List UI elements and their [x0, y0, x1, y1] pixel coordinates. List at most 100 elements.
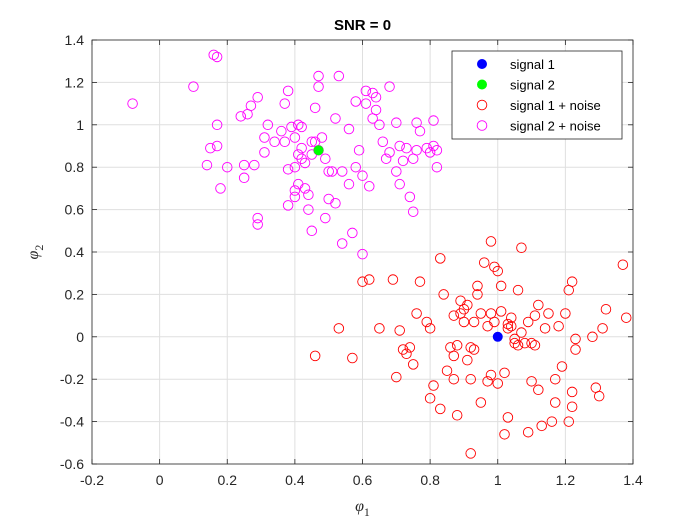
point-signal-2-noise — [238, 159, 250, 171]
series-signal-1-noise — [309, 236, 632, 459]
point-signal-1-noise — [421, 316, 432, 328]
y-tick-label: 0.2 — [65, 286, 85, 302]
point-signal-2-noise — [326, 166, 338, 177]
point-signal-2-noise — [411, 144, 422, 156]
data-markers — [127, 49, 632, 459]
point-signal-1-noise — [401, 348, 412, 360]
x-axis-label-base: φ — [355, 498, 364, 515]
x-tick-label: 0.4 — [285, 472, 305, 488]
point-signal-1-noise — [438, 289, 449, 300]
y-tick-label: 0 — [76, 329, 84, 345]
point-signal-1-noise — [357, 276, 368, 287]
point-signal-1-noise — [435, 253, 446, 264]
point-signal-1-noise — [448, 350, 460, 362]
point-signal-2-noise — [221, 161, 233, 173]
point-signal-1-noise — [546, 416, 558, 427]
point-signal-2-noise — [289, 161, 301, 173]
point-signal-2-noise — [252, 219, 263, 230]
point-signal-1-noise — [519, 337, 531, 349]
axis-ticks: -0.2 0 0.2 0.4 0.6 0.8 1 1.2 1.4 -0.6 -0.4 -0.2 0 0.2… — [60, 32, 643, 488]
point-signal-1-noise — [468, 316, 480, 328]
point-signal-2-noise — [350, 96, 361, 107]
point-signal-1-noise — [516, 327, 527, 338]
point-signal-2-noise — [289, 132, 301, 143]
point-signal-2-noise — [320, 212, 331, 224]
point-signal-1-noise — [465, 342, 476, 353]
point-signal-1-noise — [509, 333, 520, 345]
point-signal-1-noise — [506, 320, 517, 332]
point-signal-2-noise — [401, 142, 412, 154]
point-signal-2-noise — [303, 189, 314, 201]
point-signal-1-noise — [391, 371, 402, 383]
x-tick-label: 1.4 — [623, 472, 643, 488]
legend-marker — [477, 79, 487, 90]
x-tick-label: -0.2 — [80, 472, 104, 488]
point-signal-1-noise — [620, 312, 632, 323]
point-signal-1-noise — [516, 242, 527, 254]
point-signal-1-noise — [566, 401, 578, 413]
x-tick-label: 1 — [494, 472, 502, 488]
point-signal-1-noise — [549, 397, 561, 408]
y-tick-label: -0.4 — [60, 414, 84, 430]
point-signal-1-noise — [526, 337, 537, 349]
point-signal-2-noise — [296, 142, 307, 154]
point-signal-2-noise — [360, 98, 372, 109]
point-signal-1-noise — [448, 310, 460, 321]
point-signal-2-noise — [279, 136, 290, 148]
point-signal-1-noise — [502, 318, 514, 330]
point-signal-2-noise — [391, 117, 402, 128]
point-signal-2-noise — [380, 153, 392, 164]
point-signal-2-noise — [384, 81, 395, 92]
point-signal-1-noise — [529, 340, 541, 351]
point-signal-1-noise — [458, 316, 470, 328]
point-signal-1-noise — [512, 340, 524, 351]
point-signal-1-noise — [472, 280, 483, 292]
x-tick-label: 0.2 — [218, 472, 238, 488]
point-signal-2-noise — [289, 185, 301, 196]
point-signal-2-noise — [303, 204, 314, 215]
point-signal-1 — [492, 331, 503, 342]
point-signal-1-noise — [566, 386, 578, 398]
point-signal-1-noise — [333, 323, 345, 334]
point-signal-2-noise — [397, 155, 409, 167]
point-signal-1-noise — [526, 376, 537, 387]
y-tick-label: 0.8 — [65, 159, 85, 175]
point-signal-2-noise — [282, 85, 294, 97]
point-signal-1-noise — [587, 331, 598, 343]
point-signal-1-noise — [435, 403, 446, 415]
point-signal-2-noise — [249, 159, 260, 171]
point-signal-1-noise — [482, 376, 493, 387]
point-signal-1-noise — [347, 352, 358, 364]
point-signal-1-noise — [492, 265, 504, 277]
point-signal-1-noise — [462, 354, 473, 366]
point-signal-1-noise — [478, 257, 490, 268]
point-signal-1-noise — [374, 323, 385, 334]
x-tick-label: 0.6 — [353, 472, 373, 488]
point-signal-2-noise — [316, 132, 328, 143]
point-signal-1-noise — [570, 333, 581, 345]
point-signal-1-noise — [364, 274, 375, 285]
legend-entry-label: signal 1 — [510, 57, 555, 72]
point-signal-2-noise — [279, 98, 290, 109]
y-tick-label: 0.4 — [65, 244, 85, 260]
point-signal-2-noise — [313, 70, 324, 82]
point-signal-2-noise — [384, 147, 395, 158]
point-signal-2-noise — [323, 166, 334, 177]
point-signal-1-noise — [506, 312, 517, 323]
point-signal-2-noise — [330, 113, 341, 124]
point-signal-1-noise — [533, 299, 544, 311]
y-tick-label: -0.6 — [60, 456, 84, 472]
series-signal-2 — [313, 145, 324, 156]
point-signal-2-noise — [347, 227, 358, 239]
point-signal-2 — [313, 145, 324, 156]
point-signal-2-noise — [211, 51, 223, 63]
point-signal-2-noise — [431, 144, 443, 156]
point-signal-1-noise — [617, 259, 629, 270]
point-signal-2-noise — [431, 161, 443, 173]
y-tick-label: 1 — [76, 117, 84, 133]
point-signal-2-noise — [313, 81, 324, 92]
point-signal-2-noise — [370, 91, 382, 103]
point-signal-1-noise — [512, 284, 524, 296]
point-signal-2-noise — [205, 142, 216, 154]
